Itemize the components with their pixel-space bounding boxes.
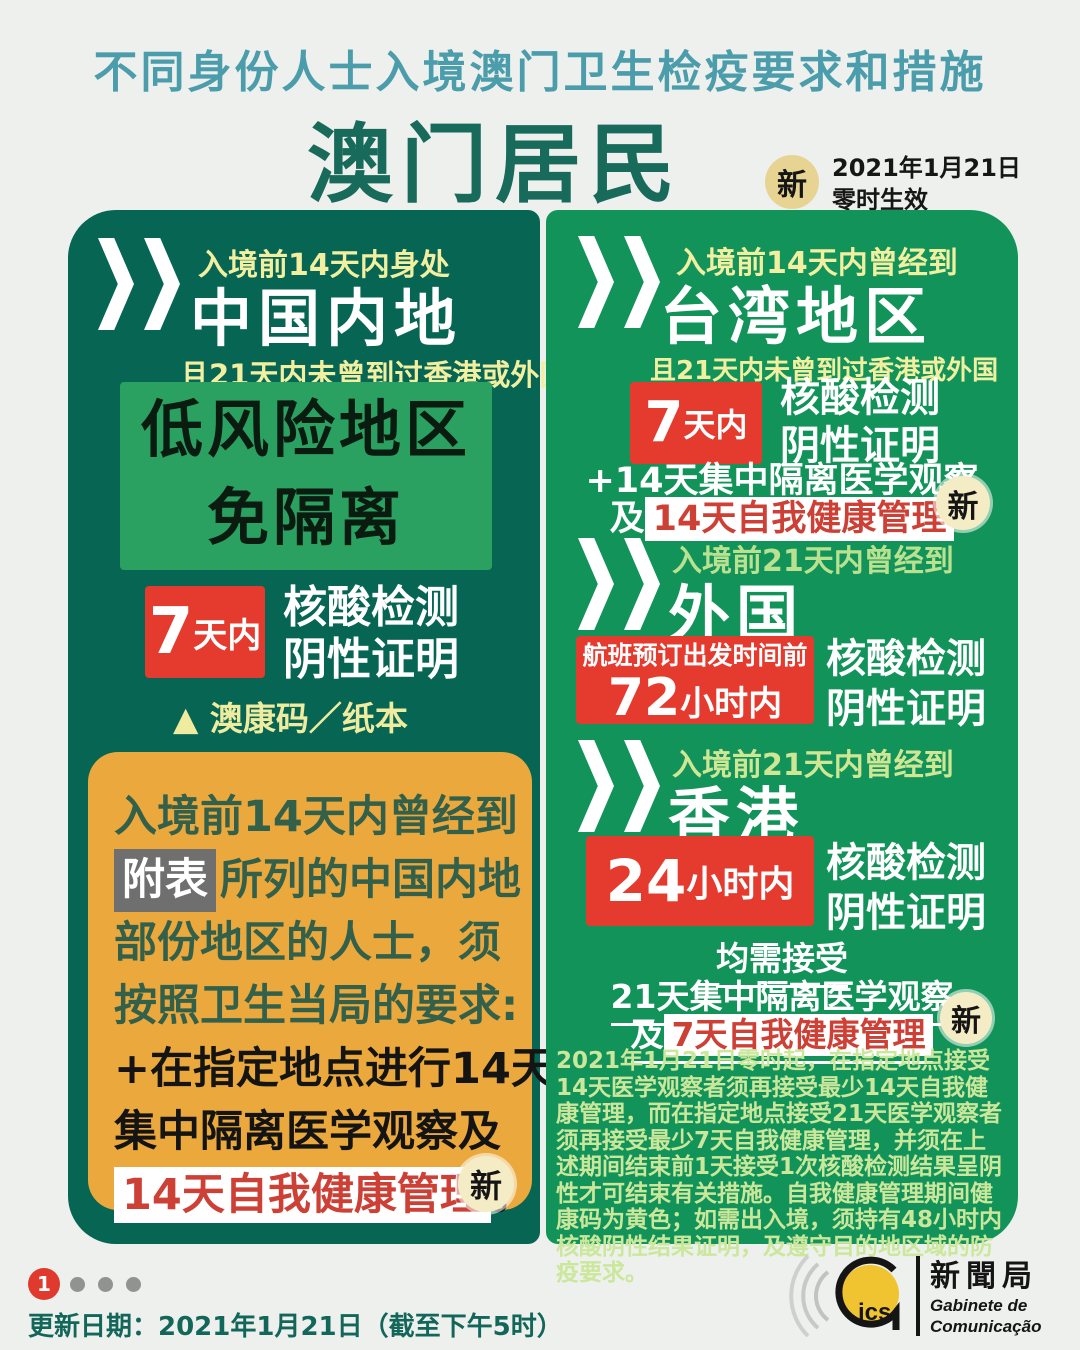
logo-acronym: ics (858, 1299, 891, 1326)
panel-mainland-china: 入境前14天内身处 中国内地 且21天内未曾到过香港或外国 低风险地区 免隔离 … (68, 210, 568, 1244)
orange-line4: 按照卫生当局的要求: (114, 981, 519, 1031)
test-line1: 核酸检测 (826, 840, 986, 886)
logo-soundwaves-icon (789, 1254, 830, 1338)
logo-name-zh: 新聞局 (930, 1259, 1038, 1294)
orange-line6: 集中隔离医学观察及 (114, 1107, 501, 1157)
health-code-note: ▲ 澳康码／纸本 (173, 699, 408, 738)
hongkong-test-requirement: 核酸检测 阴性证明 (826, 838, 986, 938)
logo-circle (841, 1265, 899, 1323)
taiwan-test-days: 7 (644, 390, 684, 455)
test-line1: 核酸检测 (780, 375, 940, 421)
taiwan-test-window-badge: 7 天内 (630, 382, 762, 464)
logo-name-pt-line2: Comunicação Social (930, 1317, 1044, 1336)
low-risk-line2: 免隔离 (206, 481, 405, 554)
mainland-test-window-badge: 7 天内 (145, 586, 265, 678)
page-dot (98, 1277, 113, 1292)
logo-divider (916, 1256, 920, 1336)
footnote: 2021年1月21日零时起，在指定地点接受14天医学观察者须再接受最少14天自我… (556, 1048, 1003, 1286)
page-subtitle: 澳门居民 (307, 115, 683, 215)
low-risk-box: 低风险地区 免隔离 (120, 382, 492, 570)
update-date: 更新日期：2021年1月21日（截至下午5时） (28, 1312, 563, 1342)
chevron-icon (578, 236, 660, 328)
taiwan-self-health-line: 及 14天自我健康管理 (546, 490, 1018, 541)
foreign-test-requirement: 核酸检测 阴性证明 (826, 634, 986, 734)
effective-date-line1: 2021年1月21日 (832, 154, 1021, 182)
taiwan-test-requirement: 核酸检测 阴性证明 (780, 374, 940, 470)
foreign-badge-label: 航班预订出发时间前 (582, 640, 808, 670)
mainland-region-title: 中国内地 (190, 282, 463, 355)
chevron-icon (578, 538, 660, 630)
taiwan-self-health-highlight: 14天自我健康管理 (644, 497, 955, 541)
orange-line1: 入境前14天内曾经到 (114, 792, 518, 842)
mainland-test-requirement: 核酸检测 阴性证明 (283, 582, 459, 686)
gcs-logo: ics 新聞局 Gabinete de Comunicação Social (789, 1254, 1044, 1338)
new-badge-icon: 新 (458, 1156, 514, 1212)
orange-line3: 部份地区的人士，须 (114, 918, 501, 968)
common-line3: 及 7天自我健康管理 (546, 1008, 1018, 1064)
effective-date: 2021年1月21日 零时生效 (832, 152, 1021, 216)
mainland-listed-area-box: 入境前14天内曾经到 附表 所列的中国内地 部份地区的人士，须 按照卫生当局的要求… (88, 752, 554, 1223)
chevron-icon (98, 238, 180, 330)
taiwan-test-unit: 天内 (683, 406, 748, 444)
taiwan-condition: 且21天内未曾到过香港或外国 (650, 356, 999, 386)
test-line2: 阴性证明 (283, 634, 459, 685)
low-risk-line1: 低风险地区 (140, 393, 471, 466)
effective-date-line2: 零时生效 (832, 186, 928, 214)
mainland-pre-label: 入境前14天内身处 (198, 248, 450, 283)
hongkong-test-window-badge: 24 小时内 (586, 836, 814, 926)
panel-other-regions: 入境前14天内曾经到 台湾地区 且21天内未曾到过香港或外国 7 天内 核酸检测 … (546, 210, 1018, 1286)
page-title: 不同身份人士入境澳门卫生检疫要求和措施 (93, 47, 987, 98)
hongkong-test-hours: 24 (605, 847, 687, 915)
page-indicator-dots (70, 1277, 141, 1292)
page-indicator-current: 1 (28, 1268, 60, 1300)
taiwan-quarantine-line: +14天集中隔离医学观察 (585, 461, 979, 501)
self-health-highlight: 14天自我健康管理 (114, 1167, 491, 1223)
mainland-test-days: 7 (148, 595, 194, 669)
logo-g-arc (835, 1256, 900, 1330)
common-line3-prefix: 及 (630, 1015, 664, 1054)
new-badge-icon: 新 (936, 476, 990, 530)
mainland-test-unit: 天内 (193, 615, 262, 656)
new-badge-icon: 新 (765, 155, 819, 209)
common-self-health-highlight: 7天自我健康管理 (663, 1014, 934, 1056)
test-line1: 核酸检测 (283, 582, 459, 633)
foreign-test-unit: 小时内 (680, 683, 783, 724)
test-line2: 阴性证明 (826, 890, 986, 936)
hongkong-test-unit: 小时内 (686, 864, 795, 905)
foreign-pre-label: 入境前21天内曾经到 (672, 544, 954, 579)
test-line2: 阴性证明 (780, 423, 940, 469)
taiwan-extra-prefix: 及 (609, 499, 645, 539)
taiwan-pre-label: 入境前14天内曾经到 (676, 246, 958, 281)
test-line2: 阴性证明 (826, 686, 986, 732)
page-dot (126, 1277, 141, 1292)
test-line1: 核酸检测 (826, 636, 986, 682)
taiwan-region-title: 台湾地区 (660, 280, 933, 353)
common-line1-text: 均需接受 (716, 932, 848, 988)
common-line1: 均需接受 (546, 932, 1018, 988)
logo-name-pt-line1: Gabinete de (930, 1296, 1027, 1315)
new-badge-icon: 新 (940, 992, 992, 1044)
hongkong-pre-label: 入境前21天内曾经到 (672, 748, 954, 783)
foreign-test-window-badge: 航班预订出发时间前 72小时内 (576, 636, 814, 724)
orange-line2: 所列的中国内地 (220, 855, 521, 905)
annex-tag: 附表 (114, 849, 216, 912)
orange-line5: +在指定地点进行14天 (114, 1044, 554, 1094)
foreign-test-hours: 72 (607, 667, 681, 728)
chevron-icon (578, 740, 660, 832)
page-dot (70, 1277, 85, 1292)
